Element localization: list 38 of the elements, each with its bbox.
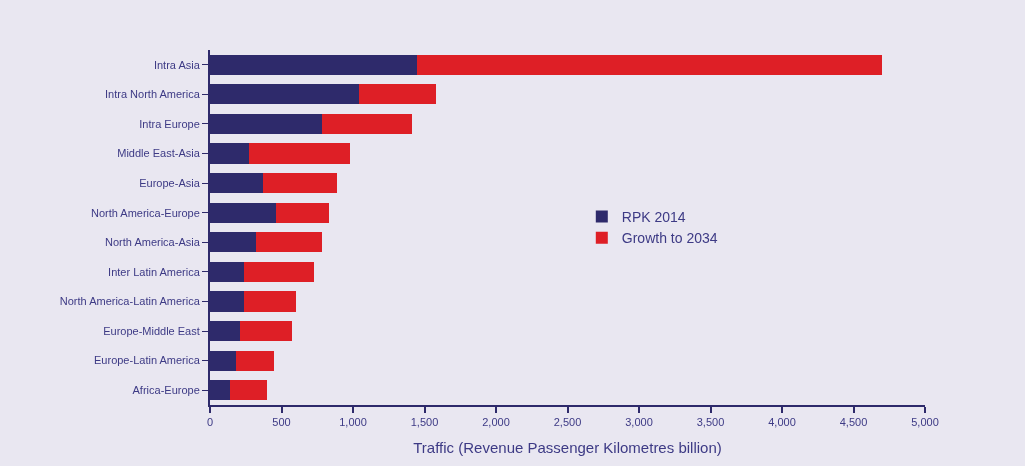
x-tick-label: 3,000 [625,416,653,429]
bar [262,173,338,194]
y-tick-label: North America-Europe [90,206,200,219]
bar [255,232,322,253]
x-tick-label: 0 [206,416,214,429]
x-tick-label: 5,000 [911,416,939,429]
y-tick-label: Europe-Middle East [103,324,200,337]
legend-label: Growth to 2034 [621,230,718,247]
bar [417,54,883,75]
bar [358,84,436,105]
y-tick-label: Europe-Asia [139,176,201,189]
bar [244,261,315,282]
x-tick-label: 1,500 [410,416,439,429]
y-tick-label: Intra Asia [153,58,201,71]
bar [230,380,268,401]
x-tick-label: 500 [272,416,291,429]
bar [275,202,329,223]
y-tick-label: Intra North America [105,88,201,101]
bar [240,320,292,342]
legend-label: RPK 2014 [621,209,686,226]
y-tick-label: Africa-Europe [132,384,200,397]
y-tick-label: Intra Europe [139,117,200,130]
y-tick-label: North America-Asia [105,236,201,249]
bar [321,113,412,135]
y-tick-label: North America-Latin America [59,295,201,308]
y-tick-label: Inter Latin America [108,265,201,278]
x-tick-label: 4,500 [839,416,868,429]
bar [235,350,275,371]
x-tick-label: 2,000 [482,416,510,429]
y-tick-label: Europe-Latin America [94,354,201,367]
x-tick-label: 2,500 [553,416,582,429]
x-tick-label: 4,000 [768,416,796,429]
bar [248,143,351,164]
y-tick-label: Middle East-Asia [117,147,201,160]
x-axis-title: Traffic (Revenue Passenger Kilometres billion) [413,438,722,456]
bar [244,291,296,312]
x-tick-label: 3,500 [696,416,725,429]
x-tick-label: 1,000 [339,416,367,429]
